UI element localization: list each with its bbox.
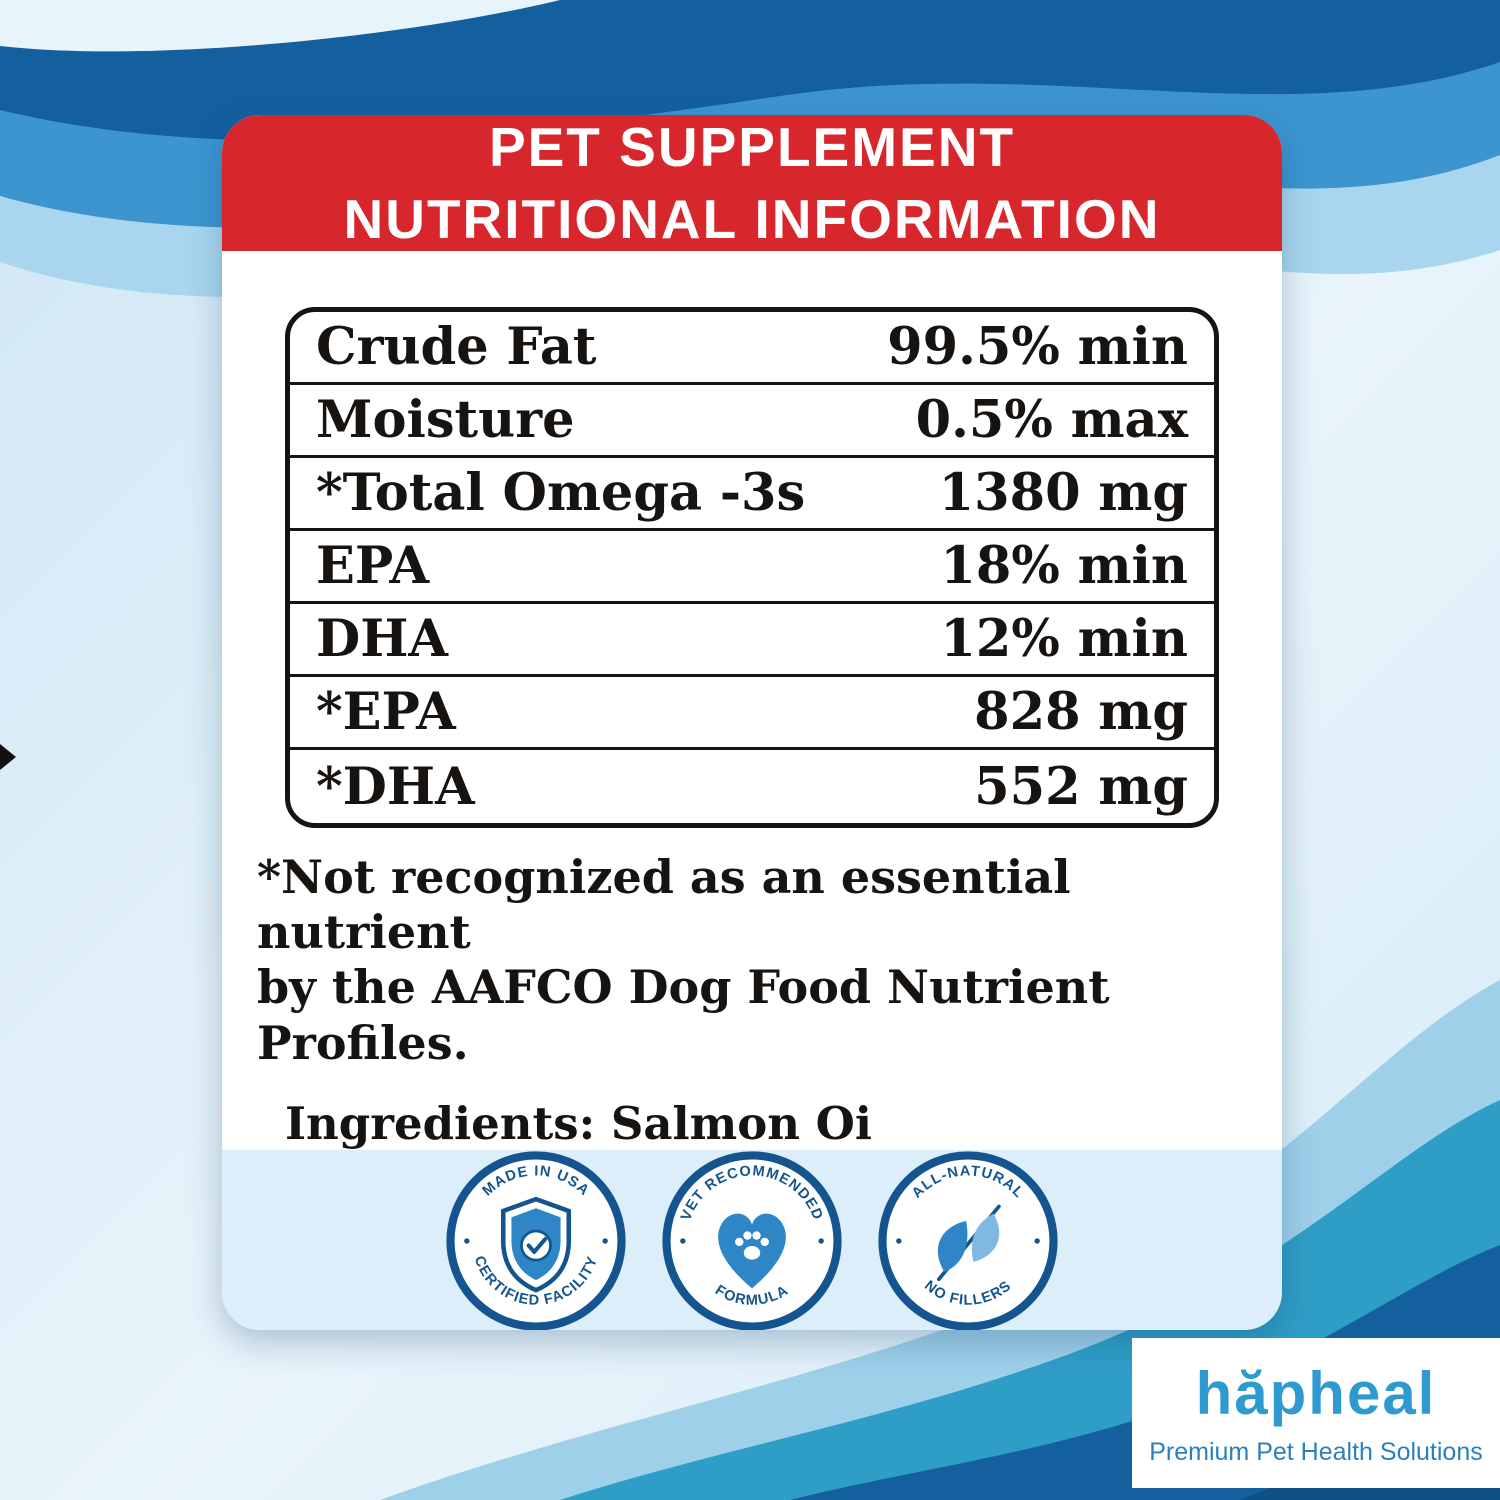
table-row: *DHA 552 mg bbox=[290, 750, 1214, 823]
ingredients-line: Ingredients: Salmon Oi bbox=[285, 1096, 872, 1150]
nutrient-label: *DHA bbox=[316, 756, 475, 817]
badge-vet-recommended: VET RECOMMENDED FORMULA bbox=[662, 1151, 842, 1330]
badge-separator-dot bbox=[680, 1238, 686, 1244]
label-card: PET SUPPLEMENT NUTRITIONAL INFORMATION C… bbox=[222, 115, 1282, 1330]
brand-logo-box: hăpheal Premium Pet Health Solutions bbox=[1132, 1338, 1500, 1488]
brand-logo: hăpheal bbox=[1195, 1360, 1437, 1427]
nutrient-label: EPA bbox=[316, 536, 430, 596]
table-row: *Total Omega -3s 1380 mg bbox=[290, 458, 1214, 531]
aafco-footnote: *Not recognized as an essential nutrient… bbox=[257, 850, 1219, 1071]
nutrient-label: DHA bbox=[316, 609, 448, 669]
label-content: Crude Fat 99.5% min Moisture 0.5% max *T… bbox=[222, 251, 1282, 1150]
badge-separator-dot bbox=[818, 1238, 824, 1244]
badge-separator-dot bbox=[464, 1238, 470, 1244]
brand-tagline: Premium Pet Health Solutions bbox=[1149, 1438, 1483, 1466]
badge-made-in-usa: MADE IN USA CERTIFIED FACILITY bbox=[446, 1151, 626, 1330]
leaf-icon bbox=[937, 1204, 1001, 1281]
table-row: Crude Fat 99.5% min bbox=[290, 312, 1214, 385]
nutrient-value: 552 mg bbox=[974, 756, 1188, 817]
banner-title-line2: NUTRITIONAL INFORMATION bbox=[343, 188, 1161, 250]
badge-ring bbox=[878, 1151, 1058, 1330]
table-row: EPA 18% min bbox=[290, 531, 1214, 604]
stray-cursor-artifact bbox=[0, 744, 16, 770]
badge-row: MADE IN USA CERTIFIED FACILITY bbox=[222, 1149, 1282, 1330]
badge-all-natural: ALL-NATURAL NO FILLERS bbox=[878, 1151, 1058, 1330]
nutrient-value: 18% min bbox=[940, 536, 1188, 596]
nutrient-value: 12% min bbox=[940, 609, 1188, 669]
badge-separator-dot bbox=[1034, 1238, 1040, 1244]
heart-paw-icon bbox=[718, 1213, 786, 1289]
nutrient-label: Crude Fat bbox=[316, 317, 597, 377]
nutrient-value: 99.5% min bbox=[887, 317, 1188, 377]
shield-check-icon bbox=[500, 1196, 572, 1293]
table-row: DHA 12% min bbox=[290, 604, 1214, 677]
nutrient-value: 828 mg bbox=[974, 682, 1188, 742]
wave-top-highlight bbox=[0, 0, 560, 52]
nutrient-label: *EPA bbox=[316, 682, 456, 742]
nutrient-value: 0.5% max bbox=[915, 390, 1188, 450]
table-row: Moisture 0.5% max bbox=[290, 385, 1214, 458]
badge-separator-dot bbox=[896, 1238, 902, 1244]
nutrient-label: *Total Omega -3s bbox=[316, 463, 806, 523]
badge-separator-dot bbox=[602, 1238, 608, 1244]
banner: PET SUPPLEMENT NUTRITIONAL INFORMATION bbox=[222, 115, 1282, 251]
nutrient-value: 1380 mg bbox=[938, 463, 1188, 523]
footnote-line2: by the AAFCO Dog Food Nutrient Profiles. bbox=[257, 960, 1110, 1070]
footnote-line1: *Not recognized as an essential nutrient bbox=[257, 850, 1071, 960]
nutrition-table: Crude Fat 99.5% min Moisture 0.5% max *T… bbox=[285, 307, 1219, 828]
banner-title-line1: PET SUPPLEMENT bbox=[488, 116, 1016, 178]
table-row: *EPA 828 mg bbox=[290, 677, 1214, 750]
nutrient-label: Moisture bbox=[316, 390, 575, 450]
wave-top-dark bbox=[0, 0, 1500, 141]
